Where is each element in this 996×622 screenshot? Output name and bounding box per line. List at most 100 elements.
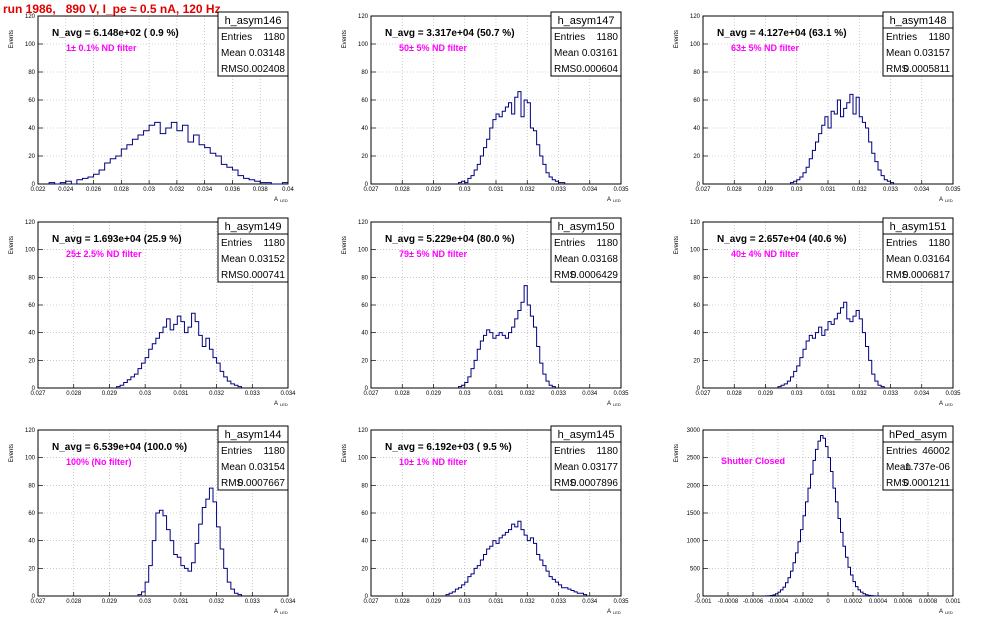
stats-value: 0.0007667: [238, 478, 286, 489]
x-tick-label: 0.03: [459, 599, 471, 605]
x-tick-label: 0.0004: [869, 599, 888, 605]
stats-hist-name: h_asym149: [225, 221, 282, 233]
y-tick-label: 100: [358, 248, 369, 254]
x-axis-label-subscript: LED: [613, 610, 621, 615]
stats-hist-name: h_asym147: [558, 15, 615, 27]
stats-hist-name: h_asym145: [558, 429, 615, 441]
x-tick-label: 0.03: [459, 187, 471, 193]
x-axis-label: A LED: [607, 609, 621, 615]
x-tick-label: 0.035: [613, 391, 629, 397]
histogram-series: [777, 301, 885, 388]
y-tick-label: 0: [697, 182, 701, 188]
stats-value: -1.737e-06: [902, 462, 951, 473]
stats-value: 1180: [263, 446, 285, 457]
histogram-series: [765, 435, 879, 597]
stats-value: 1180: [596, 446, 618, 457]
stats-value: 0.03154: [249, 462, 286, 473]
y-tick-label: 60: [28, 303, 35, 309]
x-tick-label: 0.028: [114, 187, 130, 193]
stats-key: RMS: [221, 64, 244, 75]
stats-key: Mean: [221, 254, 246, 265]
x-tick-label: 0.034: [582, 391, 598, 397]
stats-box-frame: [217, 27, 289, 77]
x-axis-label-subscript: LED: [613, 402, 621, 407]
stats-key: RMS: [886, 270, 909, 281]
stats-box-frame: [217, 233, 289, 283]
x-tick-label: 0.035: [613, 599, 629, 605]
filter-label: 63± 5% ND filter: [731, 43, 799, 53]
stats-key: RMS: [221, 270, 244, 281]
y-tick-label: 60: [361, 98, 368, 104]
histogram-series: [137, 487, 243, 596]
y-tick-label: 2000: [687, 483, 701, 489]
x-tick-label: 0.027: [695, 187, 711, 193]
x-tick-label: 0.0002: [844, 599, 863, 605]
y-tick-label: 120: [25, 220, 36, 226]
x-tick-label: 0.032: [852, 187, 868, 193]
stats-hist-name: h_asym151: [890, 221, 947, 233]
stats-box-frame: [882, 233, 954, 283]
x-tick-label: 0.033: [551, 391, 567, 397]
navg-annotation: N_avg = 3.317e+04 (50.7 %): [385, 28, 515, 39]
panel-h_asym145: 0.027 0.028 0.029 0.03 0.031 0.032 0.033 0.034 0…: [342, 425, 629, 615]
x-axis-label: A LED: [607, 197, 621, 203]
y-axis-label: Events: [674, 236, 680, 254]
x-tick-label: 0.032: [520, 391, 536, 397]
x-tick-label: 0: [826, 599, 830, 605]
stats-key: Mean: [554, 462, 579, 473]
x-axis-label-subscript: LED: [945, 610, 953, 615]
filter-label: 79± 5% ND filter: [399, 249, 467, 259]
stats-box-frame: [550, 233, 622, 283]
x-tick-label: 0.0006: [894, 599, 913, 605]
y-tick-label: 80: [28, 70, 35, 76]
stats-value: 0.002408: [243, 64, 285, 75]
y-axis-label: Events: [674, 444, 680, 462]
y-tick-label: 60: [693, 303, 700, 309]
x-tick-label: 0.036: [225, 187, 241, 193]
x-axis-label: A LED: [274, 401, 288, 407]
y-tick-label: 80: [361, 483, 368, 489]
y-tick-label: 40: [693, 331, 700, 337]
histogram-series: [790, 93, 895, 184]
x-tick-label: 0.028: [395, 599, 411, 605]
stats-key: RMS: [554, 64, 577, 75]
x-tick-label: 0.038: [253, 187, 269, 193]
x-tick-label: 0.028: [727, 391, 743, 397]
y-tick-label: 60: [693, 98, 700, 104]
y-tick-label: 120: [25, 428, 36, 434]
y-tick-label: 0: [365, 386, 369, 392]
y-tick-label: 60: [28, 98, 35, 104]
filter-label: Shutter Closed: [721, 456, 785, 466]
panel-h_asym150: 0.027 0.028 0.029 0.03 0.031 0.032 0.033 0.034 0…: [342, 217, 629, 407]
y-tick-label: 20: [28, 154, 35, 160]
x-tick-label: 0.027: [30, 391, 46, 397]
y-tick-label: 0: [365, 594, 369, 600]
x-tick-label: 0.029: [758, 187, 774, 193]
x-axis-label: A LED: [274, 609, 288, 615]
y-tick-label: 80: [361, 275, 368, 281]
x-axis-label-subscript: LED: [945, 198, 953, 203]
x-tick-label: 0.026: [86, 187, 102, 193]
panel-h_asym149: 0.027 0.028 0.029 0.03 0.031 0.032 0.033 0.034 0…: [9, 217, 296, 407]
y-tick-label: 60: [28, 511, 35, 517]
x-tick-label: 0.027: [363, 391, 379, 397]
stats-box-frame: [882, 27, 954, 77]
x-tick-label: 0.035: [945, 187, 961, 193]
x-tick-label: 0.029: [426, 391, 442, 397]
filter-label: 25± 2.5% ND filter: [66, 249, 142, 259]
y-tick-label: 80: [693, 275, 700, 281]
navg-annotation: N_avg = 4.127e+04 (63.1 %): [717, 28, 847, 39]
x-tick-label: -0.0008: [718, 599, 739, 605]
stats-value: 1180: [928, 238, 950, 249]
stats-key: Mean: [886, 254, 911, 265]
x-axis-label-subscript: LED: [280, 402, 288, 407]
x-tick-label: 0.031: [488, 187, 504, 193]
y-tick-label: 120: [690, 220, 701, 226]
x-tick-label: -0.001: [694, 599, 712, 605]
stats-value: 0.0005811: [903, 64, 950, 75]
stats-key: Entries: [886, 32, 917, 43]
filter-label: 40± 4% ND filter: [731, 249, 799, 259]
histogram-series: [458, 91, 566, 184]
stats-key: Mean: [886, 462, 911, 473]
stats-value: 0.03161: [582, 48, 619, 59]
